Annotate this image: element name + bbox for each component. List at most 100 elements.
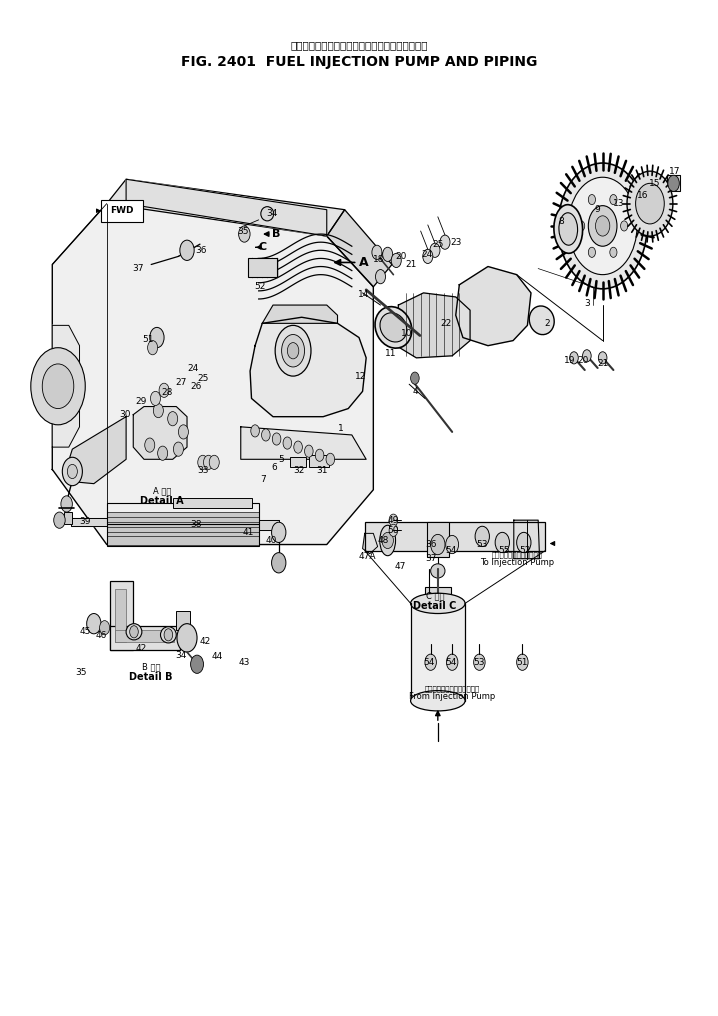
Text: 1: 1 xyxy=(338,425,344,434)
Text: 40: 40 xyxy=(266,536,277,545)
Text: 35: 35 xyxy=(237,227,248,236)
Polygon shape xyxy=(52,325,80,447)
Text: 4: 4 xyxy=(412,387,418,396)
Polygon shape xyxy=(262,305,337,323)
Bar xyxy=(101,199,143,221)
Text: 24: 24 xyxy=(421,250,433,259)
Text: 18: 18 xyxy=(373,255,385,264)
Circle shape xyxy=(391,253,401,267)
Circle shape xyxy=(558,163,647,289)
Text: B 詳細: B 詳細 xyxy=(142,662,160,672)
Circle shape xyxy=(315,449,324,461)
Text: 42: 42 xyxy=(200,637,211,646)
Text: 47A: 47A xyxy=(359,553,376,561)
Text: 15: 15 xyxy=(648,179,660,188)
Text: 21: 21 xyxy=(405,260,416,269)
Polygon shape xyxy=(67,417,126,484)
Text: 42: 42 xyxy=(136,643,146,652)
Circle shape xyxy=(627,171,673,236)
Circle shape xyxy=(423,249,433,263)
Circle shape xyxy=(382,532,393,549)
Text: 39: 39 xyxy=(80,517,91,525)
Circle shape xyxy=(190,655,203,674)
Circle shape xyxy=(54,512,65,528)
Circle shape xyxy=(430,243,440,257)
Circle shape xyxy=(275,325,311,376)
Bar xyxy=(107,503,258,546)
Circle shape xyxy=(304,445,313,457)
Text: 21: 21 xyxy=(597,360,608,369)
Text: 25: 25 xyxy=(197,374,209,383)
Circle shape xyxy=(425,654,437,671)
Circle shape xyxy=(283,437,292,449)
Bar xyxy=(290,457,306,467)
Text: 54: 54 xyxy=(424,657,435,666)
Text: 35: 35 xyxy=(75,668,87,677)
Text: 23: 23 xyxy=(450,238,462,247)
Circle shape xyxy=(635,183,664,224)
Text: 5: 5 xyxy=(279,455,284,463)
Bar xyxy=(107,512,258,520)
Text: 51: 51 xyxy=(517,657,528,666)
Text: 41: 41 xyxy=(243,528,254,536)
Text: 27: 27 xyxy=(176,378,187,387)
Circle shape xyxy=(620,220,628,231)
Circle shape xyxy=(598,352,607,364)
Polygon shape xyxy=(52,203,373,545)
Ellipse shape xyxy=(431,564,445,578)
Bar xyxy=(110,581,133,650)
Circle shape xyxy=(588,205,617,246)
Circle shape xyxy=(577,220,584,231)
Text: 24: 24 xyxy=(187,365,198,374)
Circle shape xyxy=(31,347,85,425)
Circle shape xyxy=(164,629,173,641)
Ellipse shape xyxy=(380,313,407,342)
Ellipse shape xyxy=(559,212,577,245)
Polygon shape xyxy=(71,518,107,526)
Text: 36: 36 xyxy=(195,246,207,255)
Text: Detail B: Detail B xyxy=(129,673,173,683)
Circle shape xyxy=(61,496,73,512)
Circle shape xyxy=(159,383,169,397)
Circle shape xyxy=(517,654,528,671)
Circle shape xyxy=(100,621,110,635)
Ellipse shape xyxy=(554,204,582,253)
Polygon shape xyxy=(258,520,279,530)
Text: 54: 54 xyxy=(445,657,457,666)
Ellipse shape xyxy=(529,306,554,334)
Circle shape xyxy=(287,342,299,359)
Circle shape xyxy=(177,624,197,652)
Circle shape xyxy=(446,535,459,554)
Polygon shape xyxy=(250,317,366,417)
Circle shape xyxy=(151,391,161,405)
Text: 9: 9 xyxy=(594,205,600,214)
Circle shape xyxy=(372,245,382,259)
Text: A: A xyxy=(358,256,368,269)
Text: 32: 32 xyxy=(293,466,304,474)
Circle shape xyxy=(261,429,270,441)
Text: A 詳細: A 詳細 xyxy=(153,487,171,495)
Circle shape xyxy=(389,524,398,536)
Circle shape xyxy=(588,194,595,204)
Circle shape xyxy=(251,425,259,437)
Polygon shape xyxy=(327,209,392,287)
Text: 54: 54 xyxy=(445,547,457,555)
Bar xyxy=(248,258,276,276)
Text: 6: 6 xyxy=(271,463,277,471)
Bar xyxy=(427,522,449,557)
Text: 26: 26 xyxy=(190,382,201,391)
Text: 53: 53 xyxy=(477,541,488,549)
Text: 11: 11 xyxy=(385,350,396,359)
Circle shape xyxy=(440,235,450,249)
Circle shape xyxy=(150,327,164,347)
Circle shape xyxy=(209,455,219,469)
Circle shape xyxy=(595,215,610,236)
Text: 43: 43 xyxy=(238,657,250,666)
Bar xyxy=(309,455,329,467)
Circle shape xyxy=(203,455,213,469)
Ellipse shape xyxy=(411,593,465,614)
Text: 10: 10 xyxy=(401,329,412,338)
Text: C 詳細: C 詳細 xyxy=(426,591,444,600)
Text: 19: 19 xyxy=(564,357,575,366)
Polygon shape xyxy=(363,533,378,554)
